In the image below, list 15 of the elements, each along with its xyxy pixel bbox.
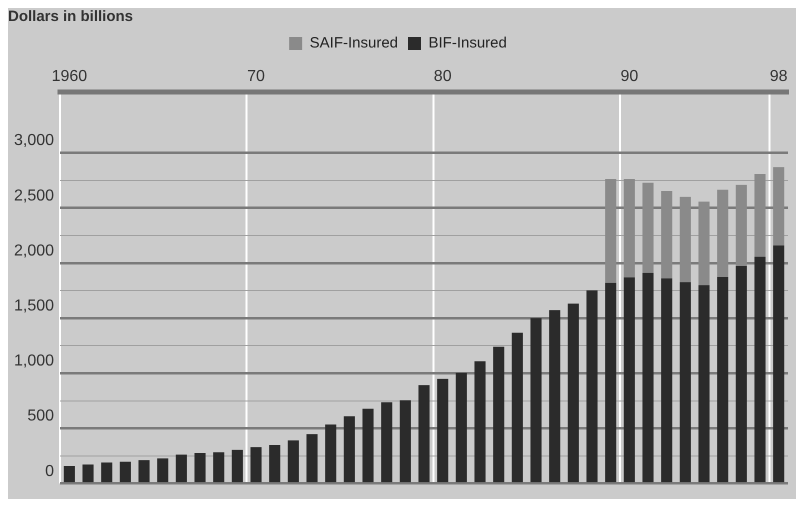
x-tick-label: 80	[434, 68, 452, 86]
y-tick-label: 500	[27, 408, 54, 425]
legend-label: SAIF-Insured	[310, 34, 398, 52]
y-axis-title: Dollars in billions	[8, 8, 134, 26]
legend-label: BIF-Insured	[428, 34, 507, 52]
y-tick-label: 1,000	[14, 352, 54, 370]
y-tick-label: 0	[45, 462, 54, 480]
y-tick-label: 1,500	[14, 298, 54, 315]
x-tick-label: 98	[770, 68, 788, 86]
y-tick-label: 2,500	[14, 187, 54, 204]
y-tick-label: 2,000	[14, 242, 54, 260]
x-tick-label: 1960	[52, 68, 88, 86]
x-tick-label: 90	[620, 68, 638, 86]
y-tick-label: 3,000	[14, 132, 54, 150]
x-tick-label: 70	[247, 68, 266, 86]
